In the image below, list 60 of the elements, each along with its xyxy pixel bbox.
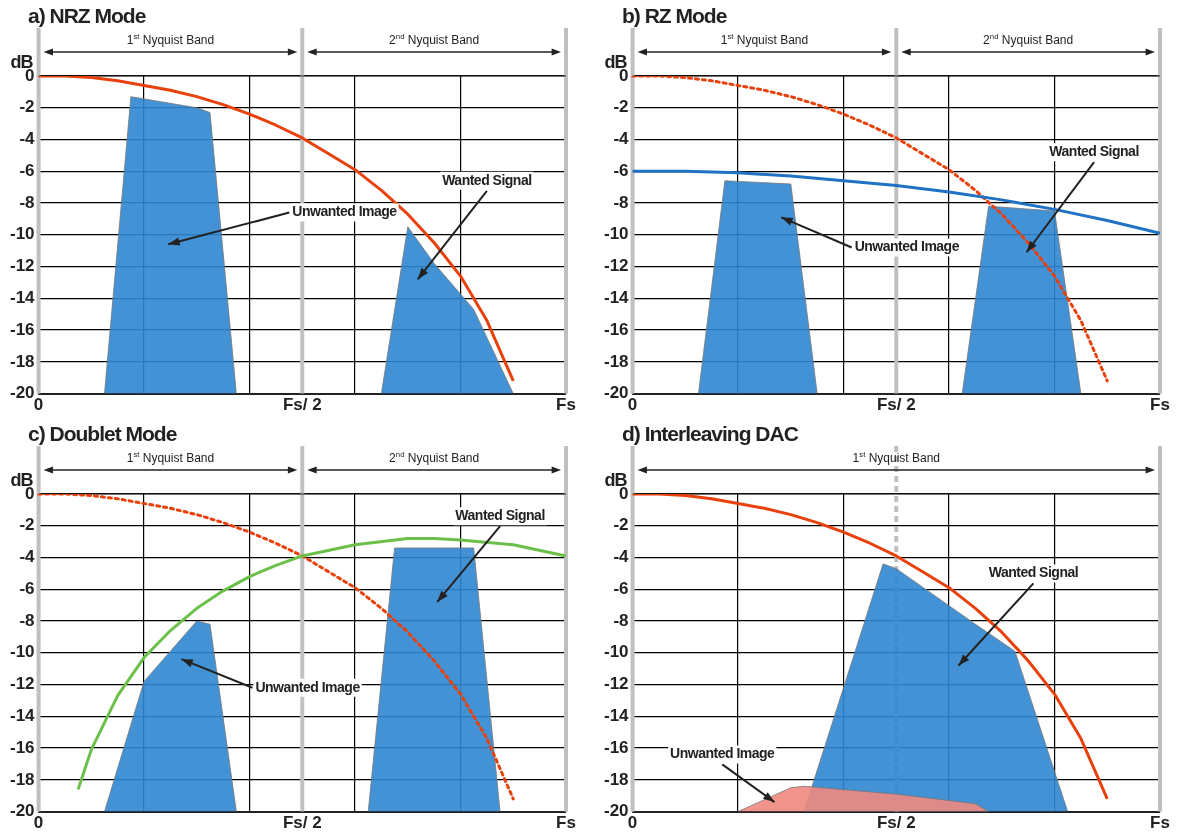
chart-title: a) NRZ Mode (28, 4, 146, 28)
y-tick-label: -18 (603, 351, 629, 371)
y-tick-label: -2 (19, 515, 35, 535)
y-tick-label: -20 (9, 801, 35, 821)
y-tick-label: -4 (613, 129, 630, 149)
x-tick-label: Fs/ 2 (282, 395, 322, 415)
chart-title: d) Interleaving DAC (622, 422, 798, 446)
y-tick-label: -18 (9, 351, 35, 371)
y-tick-label: -20 (603, 383, 629, 403)
y-tick-label: -8 (19, 610, 35, 630)
y-tick-label: -12 (9, 256, 35, 276)
y-tick-label: -8 (613, 192, 629, 212)
y-tick-label: -12 (9, 674, 35, 694)
y-tick-label: -12 (603, 256, 629, 276)
y-tick-label: -20 (9, 383, 35, 403)
y-tick-label: -2 (613, 515, 629, 535)
y-tick-label: -2 (613, 97, 629, 117)
x-tick-label: Fs (1150, 813, 1170, 833)
y-tick-label: -16 (9, 737, 35, 757)
y-tick-label: -8 (19, 192, 35, 212)
y-tick-label: -6 (19, 160, 35, 180)
annotation: Wanted Signal (1049, 143, 1139, 160)
annotation: Wanted Signal (455, 507, 545, 524)
y-tick-label: -18 (9, 769, 35, 789)
y-tick-label: -6 (19, 578, 35, 598)
x-tick-label: Fs (556, 395, 576, 415)
x-tick-label: Fs/ 2 (876, 813, 916, 833)
y-tick-label: -16 (9, 319, 35, 339)
chart-title: b) RZ Mode (622, 4, 727, 28)
y-tick-label: -4 (19, 129, 36, 149)
y-tick-label: -16 (603, 737, 629, 757)
y-tick-label: -4 (613, 547, 630, 567)
annotation: Unwanted Image (670, 745, 776, 762)
x-tick-label: Fs/ 2 (876, 395, 916, 415)
y-tick-label: -2 (19, 97, 35, 117)
y-tick-label: -10 (603, 224, 629, 244)
y-tick-label: -10 (603, 642, 629, 662)
y-tick-label: -14 (603, 706, 630, 726)
y-tick-label: -6 (613, 160, 629, 180)
annotation: Unwanted Image (854, 238, 960, 255)
x-tick-label: Fs (1150, 395, 1170, 415)
annotation: Wanted Signal (988, 564, 1079, 581)
y-tick-label: -14 (9, 288, 36, 308)
y-tick-label: -18 (603, 769, 629, 789)
y-tick-label: -6 (613, 578, 629, 598)
y-tick-label: -14 (9, 706, 36, 726)
y-tick-label: -20 (603, 801, 629, 821)
chart-title: c) Doublet Mode (28, 422, 177, 446)
y-tick-label: -4 (19, 547, 36, 567)
y-tick-label: -16 (603, 319, 629, 339)
y-tick-label: -10 (9, 224, 35, 244)
annotation: Unwanted Image (292, 203, 398, 220)
y-tick-label: -12 (603, 674, 629, 694)
y-tick-label: -14 (603, 288, 630, 308)
annotation: Unwanted Image (255, 678, 361, 695)
annotation: Wanted Signal (442, 171, 532, 188)
y-tick-label: -8 (613, 610, 629, 630)
y-tick-label: -10 (9, 642, 35, 662)
x-tick-label: Fs (556, 813, 576, 833)
x-tick-label: Fs/ 2 (282, 813, 322, 833)
